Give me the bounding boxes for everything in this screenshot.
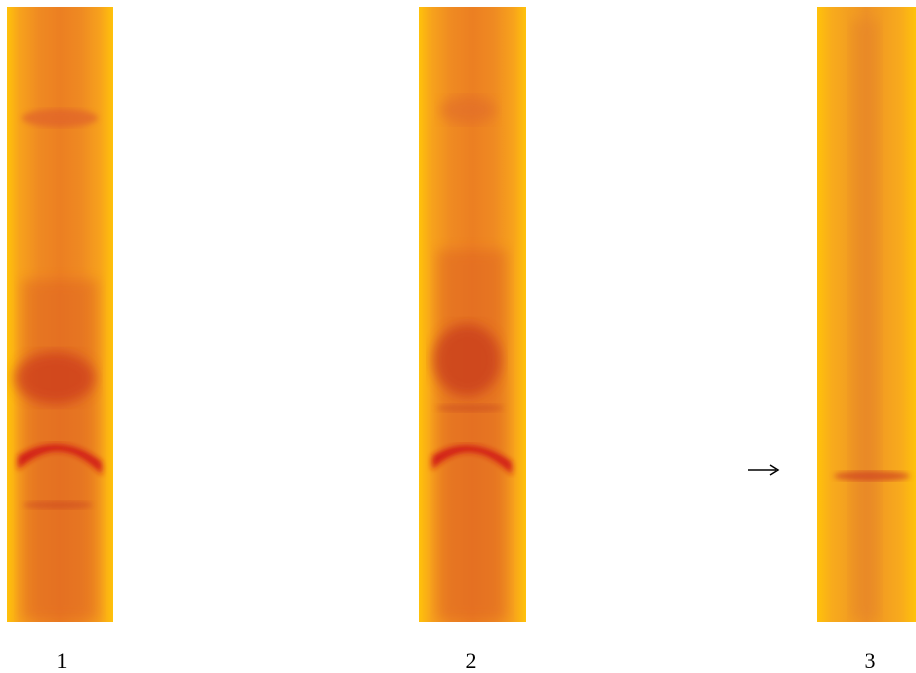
gel-lane [7,7,113,622]
lane-label: 2 [466,648,477,673]
lane-label: 1 [57,648,68,673]
gel-lane [817,7,916,622]
gel-lane [419,7,526,622]
lane-label: 3 [865,648,876,673]
arrow [748,464,780,476]
